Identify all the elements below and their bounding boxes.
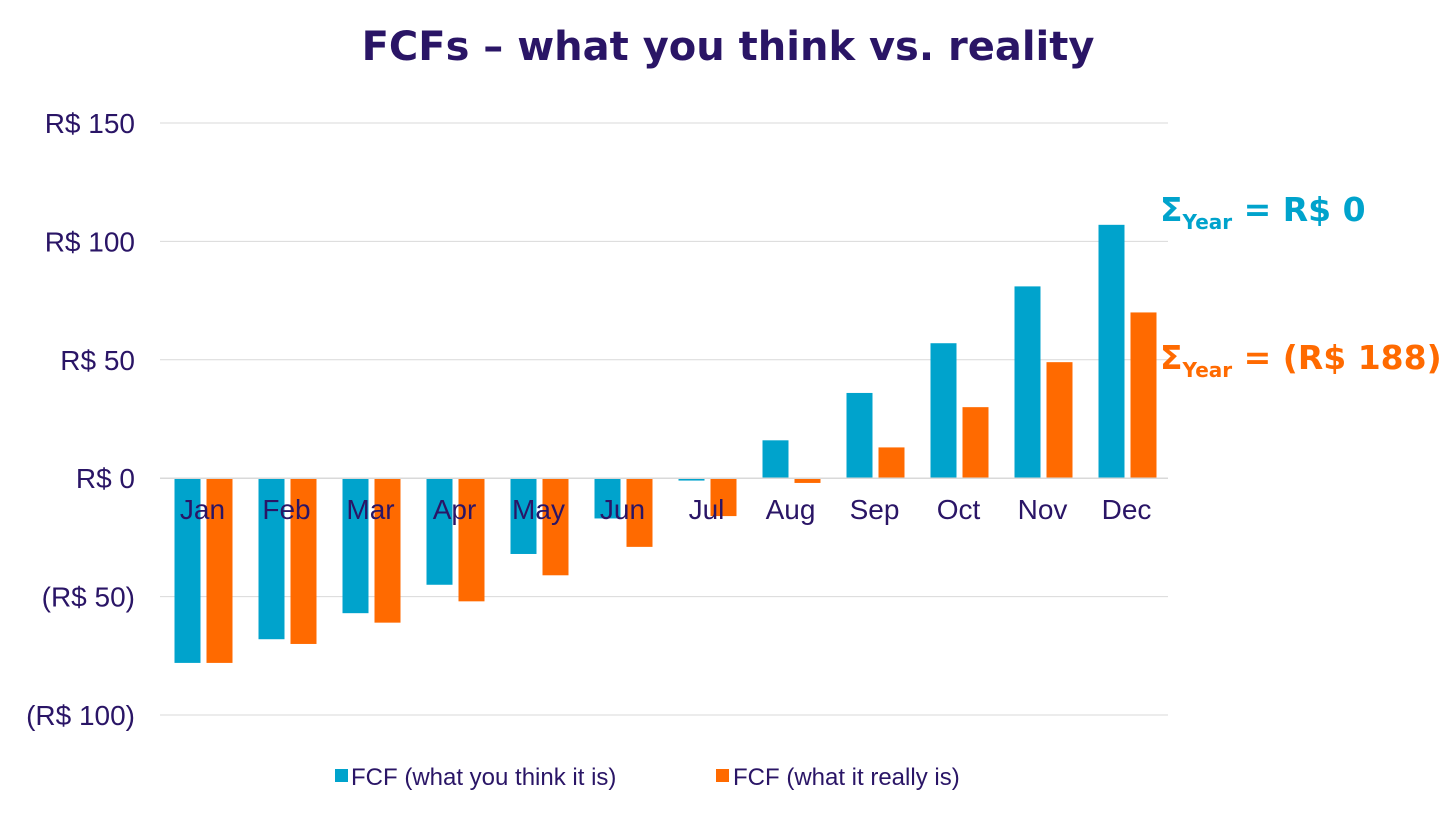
legend: FCF (what you think it is) FCF (what it r… bbox=[335, 764, 960, 791]
y-tick-label: (R$ 100) bbox=[26, 700, 135, 731]
y-tick-label: R$ 150 bbox=[45, 108, 135, 139]
x-tick-label: Aug bbox=[766, 494, 816, 525]
annotation-sum-think-subscript: Year bbox=[1182, 210, 1233, 234]
legend-swatch bbox=[335, 769, 348, 782]
bar-reality-apr bbox=[458, 478, 485, 602]
bar-reality-sep bbox=[878, 447, 905, 479]
x-tick-label: Mar bbox=[346, 494, 394, 525]
y-tick-label: R$ 0 bbox=[76, 463, 135, 494]
x-tick-label: Jan bbox=[180, 494, 225, 525]
bar-reality-may bbox=[542, 478, 569, 576]
bar-think-feb bbox=[258, 478, 285, 640]
legend-swatch bbox=[716, 769, 729, 782]
bar-think-oct bbox=[930, 343, 957, 479]
annotation-sum-think: ΣYear = R$ 0 bbox=[1160, 190, 1366, 234]
bar-reality-nov bbox=[1046, 362, 1073, 479]
x-tick-label: Nov bbox=[1018, 494, 1068, 525]
bar-think-jun bbox=[594, 478, 621, 519]
bar-think-mar bbox=[342, 478, 369, 614]
annotation-sum-reality-sigma: Σ bbox=[1160, 338, 1183, 377]
bar-reality-jul bbox=[710, 478, 737, 517]
x-tick-label: Dec bbox=[1102, 494, 1152, 525]
x-tick-label: May bbox=[512, 494, 565, 525]
x-tick-label: Sep bbox=[850, 494, 900, 525]
legend-label: FCF (what you think it is) bbox=[351, 764, 616, 791]
y-tick-label: (R$ 50) bbox=[42, 582, 135, 613]
x-tick-label: Jul bbox=[689, 494, 725, 525]
x-tick-label: Apr bbox=[433, 494, 477, 525]
bar-reality-oct bbox=[962, 407, 989, 479]
bar-think-jul bbox=[678, 478, 705, 481]
bar-reality-jun bbox=[626, 478, 653, 547]
annotation-sum-think-value: = R$ 0 bbox=[1232, 190, 1365, 229]
chart-title: FCFs – what you think vs. reality bbox=[362, 24, 1095, 70]
bar-think-dec bbox=[1098, 224, 1125, 479]
x-tick-label: Feb bbox=[262, 494, 310, 525]
bar-think-sep bbox=[846, 392, 873, 479]
bar-think-nov bbox=[1014, 286, 1041, 479]
bar-reality-mar bbox=[374, 478, 401, 623]
x-tick-label: Oct bbox=[937, 494, 981, 525]
annotation-sum-reality-subscript: Year bbox=[1182, 358, 1233, 382]
y-tick-label: R$ 50 bbox=[60, 345, 135, 376]
bar-reality-jan bbox=[206, 478, 233, 663]
bar-reality-aug bbox=[794, 478, 821, 483]
bar-reality-dec bbox=[1130, 312, 1157, 479]
annotation-sum-think-sigma: Σ bbox=[1160, 190, 1183, 229]
annotation-sum-reality-value: = (R$ 188) bbox=[1232, 338, 1442, 377]
bar-think-may bbox=[510, 478, 537, 554]
bars bbox=[174, 224, 1157, 663]
bar-think-apr bbox=[426, 478, 453, 585]
x-axis-ticks: Jan Feb Mar Apr May Jun Jul Aug Sep Oct Nov Dec bbox=[180, 494, 1151, 525]
legend-label: FCF (what it really is) bbox=[733, 764, 960, 791]
bar-think-jan bbox=[174, 478, 201, 663]
bar-think-aug bbox=[762, 440, 789, 479]
annotation-sum-reality: ΣYear = (R$ 188) bbox=[1160, 338, 1442, 382]
y-tick-label: R$ 100 bbox=[45, 226, 135, 257]
x-tick-label: Jun bbox=[600, 494, 645, 525]
y-axis-ticks: R$ 150 R$ 100 R$ 50 R$ 0 (R$ 50) (R$ 100) bbox=[26, 108, 135, 731]
bar-reality-feb bbox=[290, 478, 317, 644]
